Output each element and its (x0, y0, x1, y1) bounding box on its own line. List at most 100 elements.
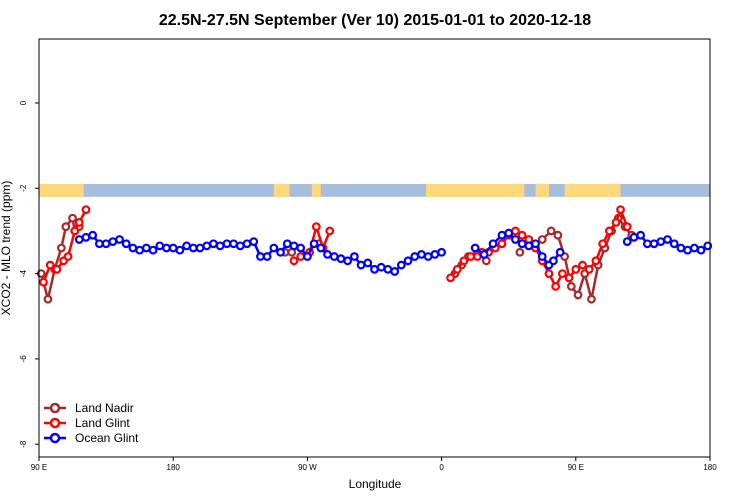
data-point (45, 260, 55, 270)
data-point (135, 245, 145, 255)
data-point (70, 226, 80, 236)
data-point (656, 237, 666, 247)
x-tick-label: 90 W (298, 463, 317, 472)
x-axis-label: Longitude (349, 477, 402, 491)
data-point (423, 252, 433, 261)
data-point (115, 235, 124, 244)
land-span (564, 184, 621, 197)
data-point (622, 222, 632, 232)
data-point (316, 243, 326, 253)
data-point (61, 222, 71, 232)
y-tick-label: -2 (19, 184, 28, 192)
data-point (549, 256, 558, 266)
data-point (571, 264, 581, 274)
data-point (555, 247, 565, 257)
data-point (101, 239, 111, 249)
data-point (56, 243, 66, 253)
data-point (676, 243, 686, 253)
data-point (81, 205, 91, 215)
y-tick-label: 0 (19, 100, 28, 105)
data-point (39, 277, 48, 287)
data-point (537, 252, 547, 261)
data-point (663, 235, 672, 244)
x-tick-label: 90 E (568, 463, 584, 472)
data-point (182, 241, 192, 251)
data-point (329, 252, 339, 261)
data-point (531, 239, 540, 249)
data-point (276, 247, 285, 257)
data-point (616, 205, 625, 215)
data-point (396, 260, 406, 270)
data-point (410, 252, 420, 261)
land-span (39, 184, 84, 197)
data-point (511, 235, 520, 244)
data-point (121, 239, 131, 249)
data-point (336, 254, 346, 264)
data-point (696, 245, 706, 255)
data-point (148, 245, 158, 255)
data-point (63, 252, 73, 261)
x-axis: 90 E 180 90 W 0 90 E 180 (31, 457, 717, 472)
data-point (479, 249, 489, 259)
y-axis: 0 -2 -4 -6 -8 (19, 100, 39, 448)
land-span (273, 184, 290, 197)
data-point (591, 256, 601, 266)
data-point (356, 260, 366, 270)
data-point (343, 256, 353, 266)
data-point (524, 241, 534, 251)
data-point (209, 239, 218, 249)
data-point (566, 281, 576, 291)
data-point (74, 235, 84, 244)
data-point (488, 239, 498, 249)
data-point (703, 241, 713, 251)
data-point (573, 290, 583, 300)
data-point (622, 237, 632, 247)
data-point (43, 294, 53, 304)
legend-swatch-marker (49, 432, 61, 444)
data-point (175, 245, 185, 255)
data-point (544, 269, 554, 278)
legend-item: Land Nadir (44, 401, 134, 415)
land-span (535, 184, 549, 197)
data-point (289, 241, 299, 251)
data-point (497, 230, 507, 240)
data-point (537, 235, 547, 244)
data-point (437, 247, 447, 257)
legend-label: Ocean Glint (75, 431, 139, 445)
data-point (598, 239, 608, 249)
data-point (403, 256, 413, 266)
data-point (649, 239, 659, 249)
data-point (546, 226, 556, 236)
data-point (195, 243, 205, 253)
land-span (425, 184, 525, 197)
data-point (446, 273, 455, 283)
legend-label: Land Glint (75, 416, 130, 430)
data-point (564, 273, 574, 283)
data-point (470, 243, 480, 253)
data-point (108, 237, 118, 247)
data-point (155, 241, 165, 251)
data-point (383, 264, 393, 274)
data-point (215, 241, 225, 251)
x-tick-label: 180 (703, 463, 717, 472)
x-tick-label: 0 (439, 463, 444, 472)
legend-swatch-marker (49, 417, 61, 429)
data-point (370, 264, 379, 274)
legend-item: Ocean Glint (44, 431, 139, 445)
data-point (669, 239, 679, 249)
land-span (311, 184, 321, 197)
data-point (683, 245, 693, 255)
data-point (269, 243, 279, 253)
data-point (141, 243, 151, 253)
data-point (430, 249, 440, 259)
data-point (262, 252, 272, 261)
data-point (323, 249, 332, 259)
data-point (611, 218, 621, 227)
y-tick-label: -6 (19, 355, 28, 363)
data-point (604, 226, 614, 236)
data-point (363, 258, 373, 268)
data-point (309, 239, 319, 249)
plot-frame (38, 38, 711, 458)
data-point (242, 239, 252, 249)
